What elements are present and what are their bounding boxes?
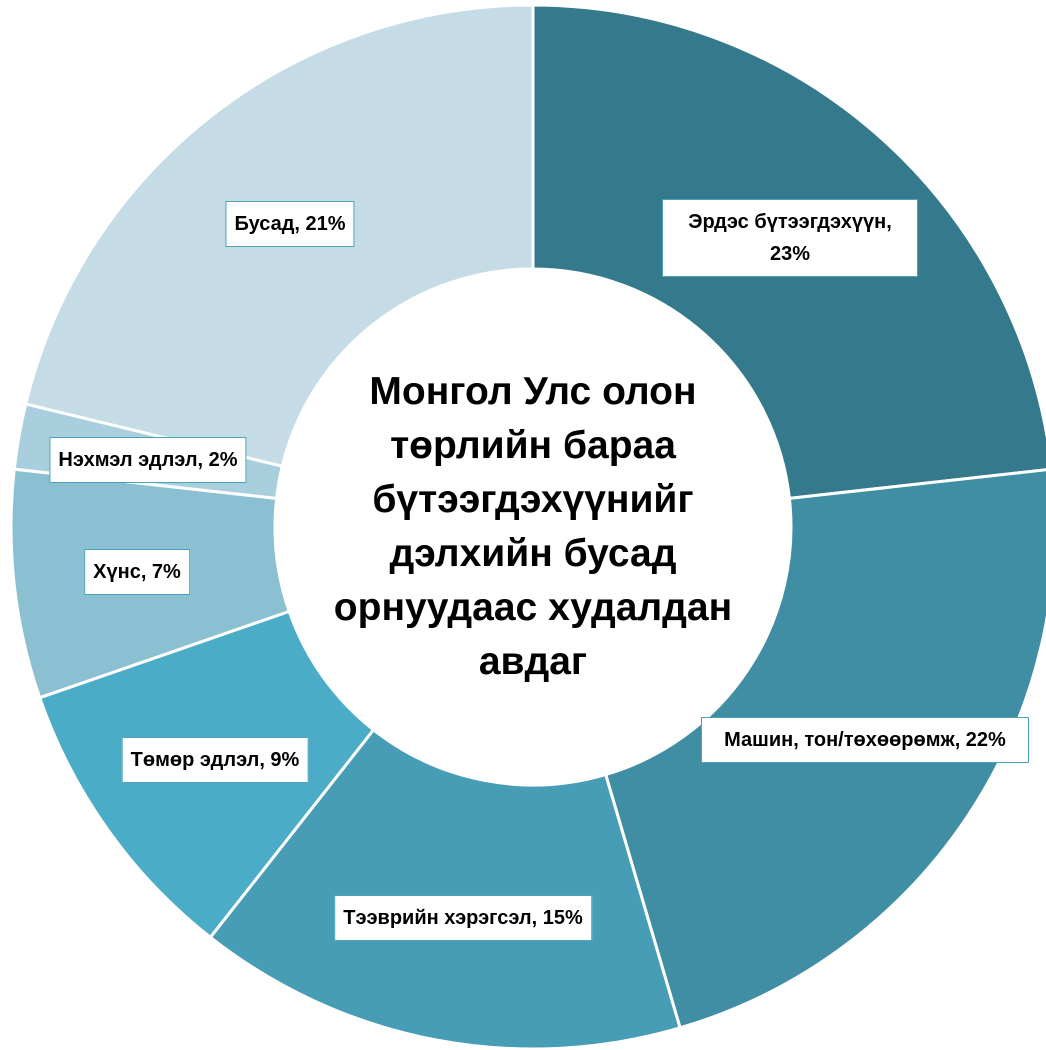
data-label: Бусад, 21% [225, 201, 355, 247]
data-label: Тээврийн хэрэгсэл, 15% [334, 895, 592, 941]
data-label: Төмөр эдлэл, 9% [121, 737, 309, 783]
chart-title: Монгол Улс олон төрлийн бараа бүтээгдэхү… [333, 370, 733, 683]
slice [208, 727, 682, 1050]
data-label: Машин, тон/төхөөрөмж, 22% [701, 717, 1029, 763]
data-label: Хүнс, 7% [84, 549, 190, 595]
data-label: Эрдэс бүтээгдэхүүн, 23% [662, 199, 918, 277]
data-label: Нэхмэл эдлэл, 2% [49, 437, 247, 483]
